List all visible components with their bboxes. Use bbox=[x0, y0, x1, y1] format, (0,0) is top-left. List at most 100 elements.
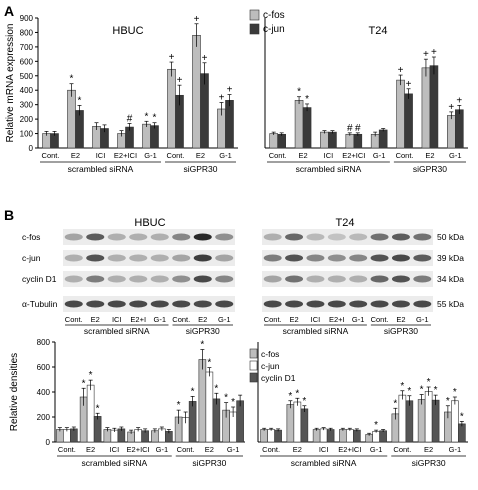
blot-band bbox=[413, 233, 432, 241]
x-tick-label: Cont. bbox=[177, 445, 195, 454]
x-tick-label: E2+ICI bbox=[127, 445, 150, 454]
bar-c-fos bbox=[447, 115, 456, 149]
lane-label: E2 bbox=[198, 315, 207, 324]
legend-swatch bbox=[249, 372, 258, 383]
blot-strip bbox=[262, 296, 433, 312]
y-tick-label: 700 bbox=[20, 43, 34, 52]
bar-c-jun bbox=[353, 133, 363, 149]
bar-cyclin-D1 bbox=[353, 429, 361, 443]
significance-mark: * bbox=[153, 113, 157, 124]
bar-c-jun bbox=[378, 129, 388, 149]
lane-label: G-1 bbox=[153, 315, 166, 324]
significance-mark: # bbox=[355, 123, 361, 134]
bar-c-fos bbox=[192, 35, 201, 149]
significance-mark: * bbox=[191, 386, 195, 397]
bar-c-fos bbox=[286, 404, 295, 443]
y-tick-label: 0 bbox=[46, 438, 51, 447]
blot-band bbox=[370, 300, 389, 308]
group-label: scrambled siRNA bbox=[84, 326, 150, 336]
x-tick-label: ICI bbox=[324, 151, 334, 160]
significance-mark: * bbox=[453, 387, 457, 398]
blot-band bbox=[306, 275, 325, 283]
legend-swatch bbox=[249, 9, 260, 21]
significance-mark: * bbox=[305, 94, 309, 105]
y-tick-label: 800 bbox=[37, 338, 51, 347]
significance-mark: * bbox=[374, 420, 378, 431]
blot-strip bbox=[63, 271, 235, 287]
blot-band bbox=[150, 275, 169, 283]
blot-band bbox=[285, 300, 304, 308]
significance-mark: * bbox=[434, 385, 438, 396]
bar-c-jun bbox=[267, 429, 275, 443]
blot-title: T24 bbox=[336, 217, 355, 229]
x-tick-label: E2 bbox=[298, 151, 307, 160]
significance-mark: * bbox=[70, 74, 74, 85]
blot-band bbox=[64, 233, 83, 241]
blot-band bbox=[64, 254, 83, 262]
blot-band bbox=[285, 233, 304, 241]
bar-c-jun bbox=[319, 428, 328, 443]
blot-band bbox=[413, 275, 432, 283]
y-tick-label: 600 bbox=[20, 57, 34, 66]
blot-band bbox=[172, 233, 191, 241]
bar-c-fos bbox=[345, 133, 355, 149]
legend-swatch bbox=[249, 360, 258, 371]
significance-mark: * bbox=[420, 385, 424, 396]
blot-title: HBUC bbox=[134, 217, 165, 229]
blot-band bbox=[193, 275, 212, 283]
bar-c-jun bbox=[205, 371, 214, 443]
significance-mark: * bbox=[446, 396, 450, 407]
blot-row-label: cyclin D1 bbox=[22, 274, 57, 284]
significance-mark: + bbox=[219, 93, 225, 104]
legend-entry: c-jun bbox=[261, 361, 280, 371]
blot-band bbox=[172, 275, 191, 283]
significance-mark: + bbox=[398, 65, 404, 76]
x-tick-label: E2+ICI bbox=[338, 445, 361, 454]
blot-band bbox=[391, 275, 410, 283]
significance-mark: + bbox=[456, 95, 462, 106]
blot-band bbox=[391, 300, 410, 308]
blot-band bbox=[370, 254, 389, 262]
x-tick-label: E2 bbox=[293, 445, 302, 454]
blot-band bbox=[263, 233, 282, 241]
y-tick-label: 100 bbox=[20, 130, 34, 139]
blot-band bbox=[64, 300, 83, 308]
significance-mark: * bbox=[200, 340, 204, 351]
significance-mark: * bbox=[224, 393, 228, 404]
blot-band bbox=[150, 254, 169, 262]
y-axis-label: Relative densities bbox=[9, 353, 20, 431]
blot-band bbox=[86, 254, 105, 262]
x-tick-label: E2 bbox=[424, 445, 433, 454]
blot-band bbox=[263, 254, 282, 262]
blot-band bbox=[107, 275, 126, 283]
bar-c-jun bbox=[372, 431, 380, 443]
blot-band bbox=[306, 233, 325, 241]
x-tick-label: Cont. bbox=[58, 445, 76, 454]
blot-band bbox=[86, 300, 105, 308]
significance-mark: * bbox=[78, 95, 82, 106]
bar-c-jun bbox=[75, 110, 84, 149]
blot-band bbox=[327, 233, 346, 241]
blot-band bbox=[285, 275, 304, 283]
chart-A-HBUC: 0 100 200 300 400 500 600 700 800 900 Relative mRN… bbox=[5, 9, 285, 174]
significance-mark: * bbox=[145, 111, 149, 122]
y-tick-label: 900 bbox=[20, 14, 34, 23]
chart-title: HBUC bbox=[112, 25, 143, 37]
blot-band bbox=[413, 300, 432, 308]
group-label: siGPR30 bbox=[412, 458, 446, 468]
lane-label: E2+I bbox=[130, 315, 146, 324]
lane-label: E2+I bbox=[329, 315, 345, 324]
x-tick-label: ICI bbox=[319, 445, 329, 454]
blot-band bbox=[215, 233, 234, 241]
legend-entry: c-jun bbox=[263, 24, 285, 35]
significance-mark: * bbox=[231, 397, 235, 408]
blot-strip bbox=[262, 250, 433, 266]
significance-mark: * bbox=[214, 383, 218, 394]
x-tick-label: E2+ICI bbox=[342, 151, 365, 160]
significance-mark: * bbox=[177, 400, 181, 411]
blot-row-label: c-jun bbox=[22, 253, 41, 263]
bar-c-jun bbox=[429, 65, 439, 149]
blot-band bbox=[349, 254, 368, 262]
bar-c-jun bbox=[277, 133, 286, 149]
